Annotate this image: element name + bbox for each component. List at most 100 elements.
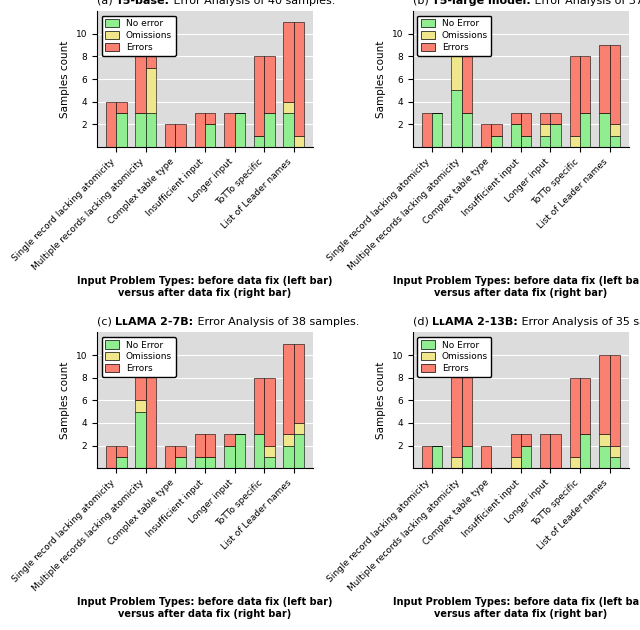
- Bar: [451, 367, 461, 457]
- Text: LʟAMA 2-7B:: LʟAMA 2-7B:: [115, 317, 193, 327]
- Bar: [254, 377, 264, 434]
- Bar: [254, 434, 264, 468]
- Bar: [136, 411, 146, 468]
- Bar: [461, 113, 472, 147]
- Bar: [294, 434, 304, 468]
- Text: LʟAMA 2-13B:: LʟAMA 2-13B:: [432, 317, 518, 327]
- Y-axis label: Samples count: Samples count: [376, 40, 386, 118]
- Bar: [224, 445, 235, 468]
- Bar: [481, 445, 492, 468]
- Bar: [580, 57, 591, 113]
- Bar: [165, 124, 175, 147]
- Bar: [580, 377, 591, 434]
- Bar: [492, 124, 502, 135]
- Bar: [599, 355, 610, 434]
- Text: Error Analysis of 35 samples.: Error Analysis of 35 samples.: [518, 317, 640, 327]
- Bar: [175, 457, 186, 468]
- Bar: [599, 45, 610, 113]
- Bar: [461, 445, 472, 468]
- Bar: [294, 135, 304, 147]
- Bar: [264, 113, 275, 147]
- Legend: No error, Omissions, Errors: No error, Omissions, Errors: [102, 16, 175, 55]
- Bar: [511, 113, 521, 124]
- Bar: [136, 400, 146, 411]
- Bar: [432, 445, 442, 468]
- Bar: [106, 445, 116, 468]
- Legend: No Error, Omissions, Errors: No Error, Omissions, Errors: [417, 16, 492, 55]
- Bar: [294, 23, 304, 135]
- Bar: [451, 57, 461, 91]
- Bar: [146, 113, 156, 147]
- Bar: [610, 355, 620, 445]
- Bar: [570, 457, 580, 468]
- Bar: [116, 457, 127, 468]
- Bar: [284, 23, 294, 102]
- Bar: [580, 434, 591, 468]
- Bar: [284, 102, 294, 113]
- Bar: [461, 367, 472, 445]
- Bar: [224, 434, 235, 445]
- Bar: [461, 45, 472, 113]
- Bar: [284, 445, 294, 468]
- Bar: [235, 113, 245, 147]
- Bar: [165, 445, 175, 468]
- Bar: [540, 434, 550, 468]
- Legend: No Error, Omissions, Errors: No Error, Omissions, Errors: [417, 337, 492, 377]
- Bar: [610, 124, 620, 135]
- Text: Error Analysis of 40 samples.: Error Analysis of 40 samples.: [170, 0, 335, 6]
- Bar: [205, 434, 216, 457]
- Bar: [511, 124, 521, 147]
- Bar: [521, 113, 531, 135]
- Bar: [540, 135, 550, 147]
- Text: (b): (b): [413, 0, 432, 6]
- Bar: [570, 57, 580, 135]
- Bar: [205, 113, 216, 124]
- Bar: [570, 135, 580, 147]
- Bar: [511, 457, 521, 468]
- Bar: [264, 457, 275, 468]
- Text: T5-base:: T5-base:: [116, 0, 170, 6]
- Bar: [550, 434, 561, 468]
- Bar: [146, 367, 156, 468]
- X-axis label: Input Problem Types: before data fix (left bar)
versus after data fix (right bar: Input Problem Types: before data fix (le…: [393, 276, 640, 297]
- X-axis label: Input Problem Types: before data fix (left bar)
versus after data fix (right bar: Input Problem Types: before data fix (le…: [393, 597, 640, 619]
- Bar: [284, 434, 294, 445]
- Bar: [146, 68, 156, 113]
- Bar: [492, 135, 502, 147]
- Text: (a): (a): [97, 0, 116, 6]
- Bar: [599, 445, 610, 468]
- Bar: [422, 445, 432, 468]
- Bar: [146, 45, 156, 68]
- Bar: [610, 135, 620, 147]
- X-axis label: Input Problem Types: before data fix (left bar)
versus after data fix (right bar: Input Problem Types: before data fix (le…: [77, 597, 333, 619]
- Bar: [451, 91, 461, 147]
- Bar: [511, 434, 521, 457]
- Text: Error Analysis of 38 samples.: Error Analysis of 38 samples.: [193, 317, 359, 327]
- Bar: [224, 113, 235, 147]
- Bar: [550, 124, 561, 147]
- Bar: [116, 113, 127, 147]
- Bar: [195, 434, 205, 457]
- Legend: No Error, Omissions, Errors: No Error, Omissions, Errors: [102, 337, 175, 377]
- Bar: [294, 423, 304, 434]
- Bar: [610, 45, 620, 124]
- Bar: [521, 135, 531, 147]
- Bar: [481, 124, 492, 147]
- Text: (d): (d): [413, 317, 432, 327]
- Bar: [254, 57, 264, 135]
- Bar: [136, 113, 146, 147]
- Y-axis label: Samples count: Samples count: [60, 40, 70, 118]
- Bar: [175, 124, 186, 147]
- Bar: [235, 434, 245, 468]
- Bar: [610, 445, 620, 457]
- Bar: [136, 45, 146, 113]
- Bar: [599, 434, 610, 445]
- Text: Error Analysis of 37 samples.: Error Analysis of 37 samples.: [531, 0, 640, 6]
- Bar: [195, 457, 205, 468]
- Bar: [106, 102, 116, 147]
- Bar: [195, 113, 205, 147]
- X-axis label: Input Problem Types: before data fix (left bar)
versus after data fix (right bar: Input Problem Types: before data fix (le…: [77, 276, 333, 297]
- Bar: [580, 113, 591, 147]
- Bar: [540, 124, 550, 135]
- Bar: [136, 367, 146, 400]
